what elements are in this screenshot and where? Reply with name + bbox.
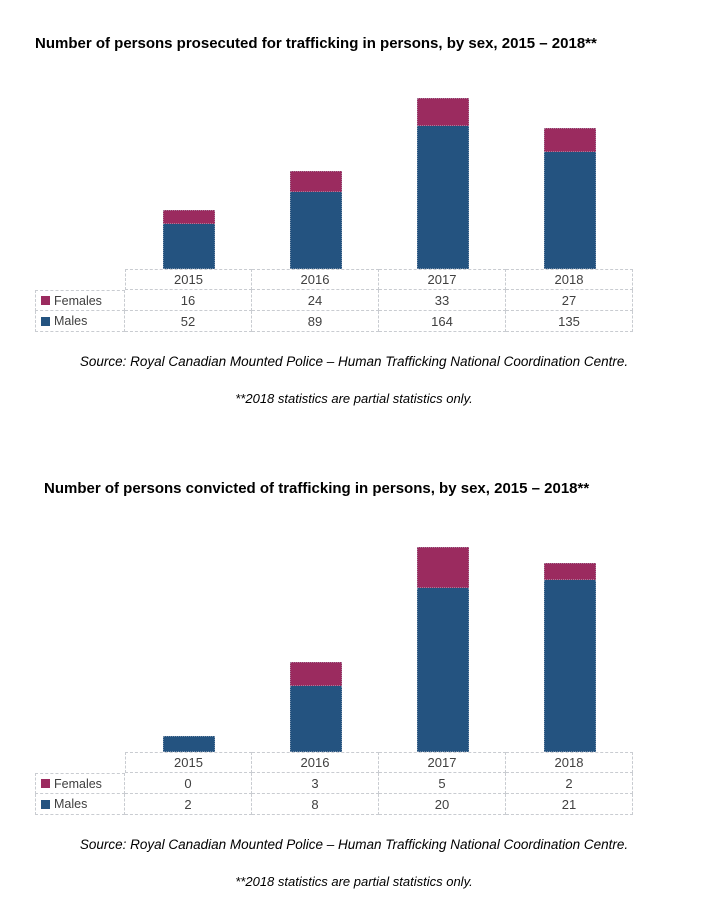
year-header-cell: 2016	[252, 269, 379, 290]
table-corner-cell	[35, 752, 125, 773]
males-swatch	[41, 799, 50, 809]
table-corner-cell	[35, 269, 125, 290]
stacked-bar-2015	[162, 209, 215, 269]
value-cell: 89	[252, 311, 379, 332]
females-segment	[416, 97, 469, 127]
convicted-footnote-text: **2018 statistics are partial statistics…	[235, 874, 473, 889]
year-header-cell: 2018	[506, 752, 633, 773]
year-header-cell: 2015	[125, 269, 252, 290]
legend-females: Females	[35, 773, 125, 794]
stacked-bar-2017	[416, 97, 469, 269]
convicted-data-table: 2015 2016 2017 2018 Females 0 3 5 2 Males 2 8 20 21	[35, 752, 633, 815]
legend-label-females: Females	[54, 293, 102, 308]
legend-males: Males	[35, 794, 125, 815]
stacked-bar-2016	[289, 661, 342, 752]
females-segment	[289, 661, 342, 687]
stacked-bar-2018	[543, 563, 596, 752]
year-header-cell: 2016	[252, 752, 379, 773]
value-cell: 2	[506, 773, 633, 794]
year-header-cell: 2015	[125, 752, 252, 773]
prosecuted-source-text: Source: Royal Canadian Mounted Police – …	[79, 354, 629, 369]
males-segment	[162, 735, 215, 752]
prosecuted-data-table: 2015 2016 2017 2018 Females 16 24 33 27 Males 52 89…	[35, 269, 633, 332]
legend-label-males: Males	[54, 314, 88, 328]
stacked-bar-2018	[543, 128, 596, 269]
value-cell: 3	[252, 773, 379, 794]
value-cell: 52	[125, 311, 252, 332]
prosecuted-footnote-text: **2018 statistics are partial statistics…	[235, 391, 473, 406]
value-cell: 5	[379, 773, 506, 794]
males-segment	[289, 191, 342, 269]
females-swatch	[41, 296, 50, 305]
convicted-source-text: Source: Royal Canadian Mounted Police – …	[79, 837, 629, 852]
females-segment	[543, 563, 596, 580]
convicted-chart-title: Number of persons convicted of trafficki…	[44, 480, 590, 497]
convicted-figure: Number of persons convicted of trafficki…	[35, 480, 633, 890]
legend-label-females: Females	[54, 776, 102, 791]
value-cell: 8	[252, 794, 379, 815]
value-cell: 24	[252, 290, 379, 311]
prosecuted-chart-title: Number of persons prosecuted for traffic…	[35, 35, 597, 52]
year-header-cell: 2017	[379, 269, 506, 290]
value-cell: 0	[125, 773, 252, 794]
value-cell: 27	[506, 290, 633, 311]
stacked-bar-2015	[162, 735, 215, 752]
value-cell: 21	[506, 794, 633, 815]
value-cell: 2	[125, 794, 252, 815]
value-cell: 164	[379, 311, 506, 332]
females-segment	[162, 209, 215, 224]
value-cell: 16	[125, 290, 252, 311]
legend-males: Males	[35, 311, 125, 332]
males-segment	[543, 151, 596, 269]
females-segment	[543, 128, 596, 152]
legend-females: Females	[35, 290, 125, 311]
females-swatch	[41, 779, 50, 788]
males-segment	[543, 579, 596, 752]
males-swatch	[41, 316, 50, 326]
convicted-bar-plot	[35, 498, 633, 752]
stacked-bar-2017	[416, 547, 469, 752]
females-segment	[289, 170, 342, 192]
males-segment	[289, 686, 342, 752]
males-segment	[162, 223, 215, 269]
year-header-cell: 2018	[506, 269, 633, 290]
value-cell: 33	[379, 290, 506, 311]
males-segment	[416, 588, 469, 752]
year-header-cell: 2017	[379, 752, 506, 773]
value-cell: 135	[506, 311, 633, 332]
females-segment	[416, 547, 469, 588]
prosecuted-bar-plot	[35, 53, 633, 269]
prosecuted-figure: Number of persons prosecuted for traffic…	[35, 35, 633, 407]
legend-label-males: Males	[54, 797, 88, 811]
males-segment	[416, 126, 469, 269]
stacked-bar-2016	[289, 170, 342, 269]
value-cell: 20	[379, 794, 506, 815]
